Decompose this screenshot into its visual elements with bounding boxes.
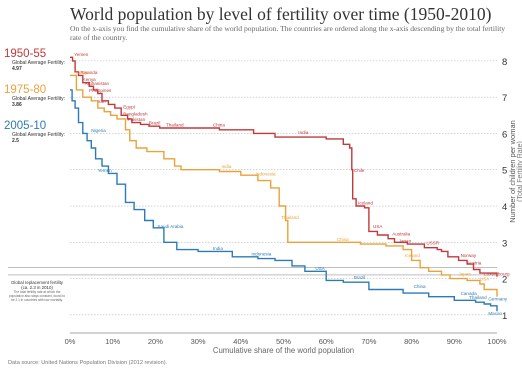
annotation-label: Norway <box>461 253 477 258</box>
annotation-label: Philippines <box>89 88 112 93</box>
legend-2005-10: 2005-10 Global Average Fertility: 2.5 <box>4 120 66 144</box>
x-tick-label: 20% <box>148 337 163 346</box>
annotation-label: Indonesia <box>251 251 271 256</box>
x-tick-label: 60% <box>319 337 334 346</box>
chart-title: World population by level of fertility o… <box>70 4 492 24</box>
annotation-label: USA <box>315 266 325 271</box>
annotation-label: Austria <box>467 260 482 265</box>
legend-1975-80: 1975-80 Global Average Fertility: 3.86 <box>4 84 66 108</box>
y-tick-label: 1 <box>502 311 507 322</box>
annotation-label: China <box>414 284 426 289</box>
annotation-label: Brazil <box>354 275 366 280</box>
x-tick-label: 10% <box>105 337 120 346</box>
annotation-label: Luxembourg <box>484 271 510 276</box>
y-tick-label: 2 <box>502 275 507 286</box>
replacement-note: Global replacement fertility (ca. 2.3 in… <box>8 280 66 302</box>
annotation-label: Thailand <box>469 295 487 300</box>
annotation-label: Afghanistan <box>85 81 110 86</box>
x-axis-label: Cumulative share of the world population <box>213 346 354 355</box>
data-source: Data source: United Nations Population D… <box>8 360 168 366</box>
legend-years: 2005-10 <box>4 120 47 132</box>
annotation-label: China <box>337 237 349 242</box>
annotation-label: Brazil <box>149 121 161 126</box>
legend-years: 1975-80 <box>4 84 47 96</box>
legend-label: Global Average Fertility: 3.86 <box>12 96 65 108</box>
annotation-label: Kenya <box>76 70 89 75</box>
annotation-label: Egypt <box>123 104 135 109</box>
x-tick-label: 0% <box>65 337 76 346</box>
x-tick-label: 80% <box>404 337 419 346</box>
series-line-1975-80 <box>70 74 498 297</box>
y-tick-label: 4 <box>502 202 507 213</box>
annotation-label: Chile <box>354 168 365 173</box>
y-axis-label: Number of children per woman <box>508 120 517 223</box>
annotation-label: Yemen <box>74 52 89 57</box>
annotation-label: USSR <box>426 240 439 245</box>
annotation-label: Iran <box>98 99 106 104</box>
legend-1950-55: 1950-55 Global Average Fertility: 4.97 <box>4 48 66 72</box>
annotation-label: India <box>298 130 308 135</box>
annotation-label: Thailand <box>166 123 184 128</box>
annotation-label: USA <box>373 224 383 229</box>
annotation-label: India <box>221 164 231 169</box>
annotation-label: China <box>213 123 225 128</box>
annotation-label: Iceland <box>358 201 373 206</box>
annotation-label: India <box>213 246 223 251</box>
legend-label: Global Average Fertility: 4.97 <box>12 60 65 72</box>
replacement-note-title: Global replacement fertility <box>11 280 63 285</box>
y-tick-label: 8 <box>502 57 507 68</box>
y-tick-label: 5 <box>502 166 507 177</box>
legend-label: Global Average Fertility: 2.5 <box>12 132 65 144</box>
annotation-label: Yemen <box>98 168 113 173</box>
x-tick-label: 40% <box>233 337 248 346</box>
y-axis-label-secondary: (Total Fertility Rate) <box>517 141 522 202</box>
replacement-note-small: The total fertility rate at which the po… <box>9 290 65 302</box>
x-tick-label: 30% <box>191 337 206 346</box>
series-line-1950-55 <box>70 56 498 277</box>
annotation-label: Kenya <box>83 77 96 82</box>
annotation-label: Canada <box>461 291 478 296</box>
annotation-label: Nigeria <box>91 128 106 133</box>
annotation-label: Germany <box>488 297 508 302</box>
y-tick-label: 6 <box>502 129 507 140</box>
x-tick-label: 90% <box>447 337 462 346</box>
annotation-label: USA <box>480 277 490 282</box>
annotation-label: Macao <box>488 311 502 316</box>
annotation-label: Rwanda <box>81 70 98 75</box>
annotation-label: Australia <box>392 231 410 236</box>
chart-subtitle: On the x-axis you find the cumulative sh… <box>70 24 506 42</box>
annotation-label: Iceland <box>405 253 420 258</box>
legend-years: 1950-55 <box>4 48 47 60</box>
annotation-label: Japan <box>399 239 412 244</box>
x-tick-label: 100% <box>487 337 507 346</box>
annotation-label: Pakistan <box>128 117 146 122</box>
series-line-2005-10 <box>70 89 498 312</box>
annotation-label: Indonesia <box>256 171 276 176</box>
y-tick-label: 3 <box>502 238 507 249</box>
y-tick-label: 7 <box>502 93 507 104</box>
x-tick-label: 50% <box>276 337 291 346</box>
annotation-label: Thailand <box>281 215 299 220</box>
annotation-label: Saudi Arabia <box>157 224 183 229</box>
annotation-label: Bangladesh <box>123 112 148 117</box>
annotation-label: Japan <box>458 271 471 276</box>
x-tick-label: 70% <box>361 337 376 346</box>
replacement-note-value: (ca. 2.3 in 2010) <box>21 285 53 290</box>
